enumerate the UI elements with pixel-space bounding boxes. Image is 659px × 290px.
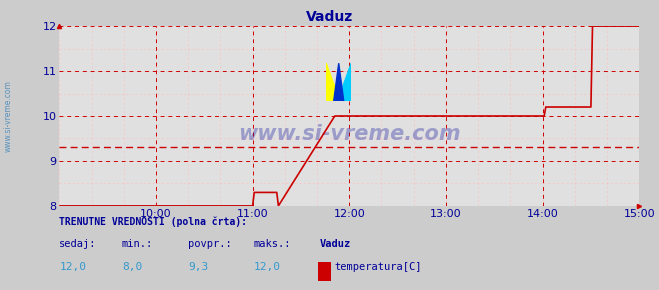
Text: TRENUTNE VREDNOSTI (polna črta):: TRENUTNE VREDNOSTI (polna črta): (59, 216, 247, 226)
Polygon shape (326, 63, 340, 101)
Text: maks.:: maks.: (254, 239, 291, 249)
Polygon shape (337, 63, 351, 101)
Text: temperatura[C]: temperatura[C] (335, 262, 422, 272)
Text: min.:: min.: (122, 239, 153, 249)
Text: sedaj:: sedaj: (59, 239, 97, 249)
Text: Vaduz: Vaduz (320, 239, 351, 249)
Text: www.si-vreme.com: www.si-vreme.com (238, 124, 461, 144)
Text: Vaduz: Vaduz (306, 10, 353, 24)
Text: 9,3: 9,3 (188, 262, 208, 272)
Text: 8,0: 8,0 (122, 262, 142, 272)
Text: povpr.:: povpr.: (188, 239, 231, 249)
Polygon shape (333, 63, 344, 101)
Text: 12,0: 12,0 (59, 262, 86, 272)
Text: www.si-vreme.com: www.si-vreme.com (4, 80, 13, 152)
Text: 12,0: 12,0 (254, 262, 281, 272)
